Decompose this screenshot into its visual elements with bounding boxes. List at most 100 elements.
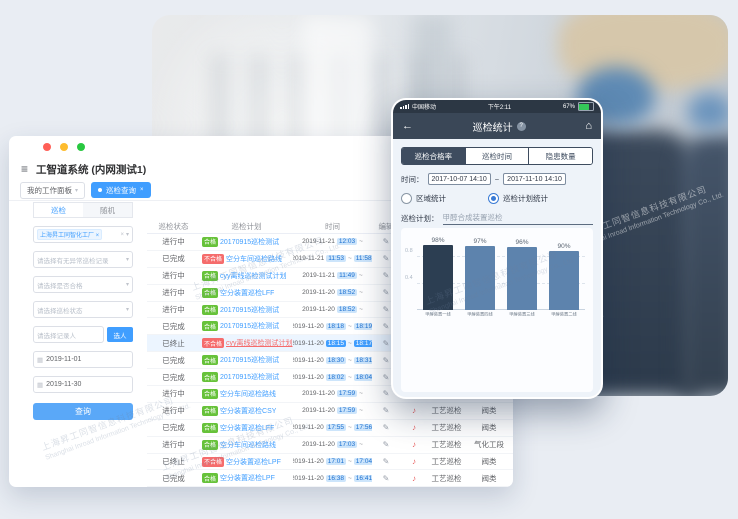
qualified-badge: 合格: [202, 270, 219, 281]
edit-icon[interactable]: ✎: [382, 440, 390, 450]
menu-icon[interactable]: ≡: [21, 162, 29, 176]
plan-link[interactable]: 空分装置巡检LPF: [226, 458, 281, 466]
record-cell[interactable]: ♪: [400, 474, 428, 483]
plan-link[interactable]: 20170915巡检测试: [220, 323, 280, 331]
plan-link[interactable]: 空分车间巡检路线: [220, 441, 277, 449]
edit-icon[interactable]: ✎: [382, 237, 390, 247]
sidebar-tab-inspection[interactable]: 巡检: [34, 203, 83, 217]
recorder-input[interactable]: 请选择记录人: [33, 326, 104, 343]
edit-icon[interactable]: ✎: [382, 355, 390, 365]
edit-icon[interactable]: ✎: [382, 406, 390, 416]
table-row[interactable]: 已完成 合格 空分装置巡检LFF 2019-11-20 17:55 ~17:56…: [147, 420, 513, 437]
voice-record-icon[interactable]: ♪: [412, 440, 416, 450]
home-icon[interactable]: ⌂: [585, 120, 592, 132]
edit-cell[interactable]: ✎: [372, 305, 400, 314]
edit-cell[interactable]: ✎: [372, 474, 400, 483]
sidebar-tab-random[interactable]: 随机: [83, 203, 132, 217]
org-tag[interactable]: 上海昇工同智化工厂 ×: [37, 229, 103, 240]
radio-巡检计划统计[interactable]: 巡检计划统计: [488, 193, 548, 204]
edit-icon[interactable]: ✎: [382, 423, 390, 433]
bar: [507, 246, 537, 310]
plan-value-field[interactable]: 甲醇合成装置巡检: [442, 212, 593, 225]
minimize-window-button[interactable]: [60, 143, 68, 151]
plan-link[interactable]: 20170915巡检测试: [220, 238, 280, 246]
edit-cell[interactable]: ✎: [372, 288, 400, 297]
plan-link[interactable]: 20170915巡检测试: [220, 374, 280, 382]
edit-cell[interactable]: ✎: [372, 423, 400, 432]
voice-record-icon[interactable]: ♪: [412, 423, 416, 433]
maximize-window-button[interactable]: [77, 143, 85, 151]
voice-record-icon[interactable]: ♪: [412, 457, 416, 467]
datetime-from-input[interactable]: 2017-10-07 14:10: [427, 173, 491, 185]
table-row[interactable]: 进行中 合格 空分装置巡检CSY 2019-11-20 17:59 ~ ✎ ♪ …: [147, 403, 513, 420]
filter-select[interactable]: 请选择巡检状态 ▾: [33, 301, 133, 318]
edit-cell[interactable]: ✎: [372, 254, 400, 263]
edit-cell[interactable]: ✎: [372, 339, 400, 348]
tab-inspection-query[interactable]: 巡检查询 ×: [91, 182, 151, 198]
range-separator: ~: [359, 390, 363, 398]
chart-bars: 98% 甲醇装置一线 97% 甲醇装置四线 96% 甲醇装置三线 90% 甲醇装…: [417, 234, 585, 318]
edit-cell[interactable]: ✎: [372, 440, 400, 449]
edit-cell[interactable]: ✎: [372, 406, 400, 415]
edit-icon[interactable]: ✎: [382, 254, 390, 264]
edit-icon[interactable]: ✎: [382, 389, 390, 399]
edit-icon[interactable]: ✎: [382, 473, 390, 483]
search-button[interactable]: 查询: [33, 403, 133, 420]
table-row[interactable]: 已终止 不合格 空分装置巡检LPF 2019-11-20 17:01 ~17:0…: [147, 454, 513, 471]
plan-link[interactable]: 空分装置巡检LPF: [220, 475, 275, 483]
radio-icon[interactable]: [401, 193, 412, 204]
edit-cell[interactable]: ✎: [372, 237, 400, 246]
edit-icon[interactable]: ✎: [382, 457, 390, 467]
filter-select[interactable]: 请选择有无异常巡检记录 ▾: [33, 251, 133, 268]
edit-icon[interactable]: ✎: [382, 305, 390, 314]
back-icon[interactable]: ←: [402, 120, 413, 132]
plan-link[interactable]: cyy离线巡检测试计划: [220, 272, 287, 280]
plan-link[interactable]: 空分装置巡检CSY: [220, 407, 277, 415]
close-window-button[interactable]: [43, 143, 51, 151]
edit-icon[interactable]: ✎: [382, 288, 390, 298]
pick-person-button[interactable]: 选人: [107, 327, 133, 342]
filter-select[interactable]: 请选择是否合格 ▾: [33, 276, 133, 293]
plan-link[interactable]: 空分车间巡检路线: [226, 255, 283, 263]
table-row[interactable]: 进行中 合格 空分车间巡检路线 2019-11-20 17:03 ~ ✎ ♪ 工…: [147, 437, 513, 454]
edit-icon[interactable]: ✎: [382, 321, 390, 331]
edit-cell[interactable]: ✎: [372, 271, 400, 280]
range-separator: ~: [359, 407, 363, 415]
record-cell[interactable]: ♪: [400, 457, 428, 466]
voice-record-icon[interactable]: ♪: [412, 406, 416, 416]
close-icon[interactable]: ×: [140, 187, 144, 193]
segment-隐患数量[interactable]: 隐患数量: [528, 148, 592, 164]
segment-巡检时间[interactable]: 巡检时间: [464, 148, 529, 164]
edit-cell[interactable]: ✎: [372, 389, 400, 398]
record-cell[interactable]: ♪: [400, 406, 428, 415]
edit-icon[interactable]: ✎: [382, 372, 390, 382]
plan-link[interactable]: cyy离线巡检测试计划: [226, 340, 293, 348]
voice-record-icon[interactable]: ♪: [412, 473, 416, 483]
plan-link[interactable]: 20170915巡检测试: [220, 306, 280, 314]
org-multiselect[interactable]: 上海昇工同智化工厂 × × ▾: [33, 226, 133, 243]
segment-巡检合格率[interactable]: 巡检合格率: [402, 148, 465, 164]
clear-icon[interactable]: ×: [120, 231, 124, 238]
start-time-pill: 18:02: [325, 373, 346, 381]
edit-cell[interactable]: ✎: [372, 457, 400, 466]
record-cell[interactable]: ♪: [400, 423, 428, 432]
datetime-to-input[interactable]: 2017-11-10 14:10: [503, 173, 566, 185]
radio-icon[interactable]: [488, 193, 499, 204]
tab-workspace[interactable]: 我的工作面板 ▾: [20, 181, 86, 199]
help-icon[interactable]: ?: [516, 121, 526, 131]
edit-cell[interactable]: ✎: [372, 373, 400, 382]
radio-区域统计[interactable]: 区域统计: [401, 193, 446, 204]
date-from-input[interactable]: ▦ 2019-11-01: [33, 351, 133, 368]
plan-link[interactable]: 空分装置巡检LFF: [220, 289, 275, 297]
edit-icon[interactable]: ✎: [382, 271, 390, 281]
edit-icon[interactable]: ✎: [382, 338, 390, 348]
plan-link[interactable]: 20170915巡检测试: [220, 357, 280, 365]
plan-link[interactable]: 空分装置巡检LFF: [220, 424, 275, 432]
edit-cell[interactable]: ✎: [372, 356, 400, 365]
edit-cell[interactable]: ✎: [372, 322, 400, 331]
date-text: 2019-11-20: [293, 474, 324, 482]
table-row[interactable]: 已完成 合格 空分装置巡检LPF 2019-11-20 16:38 ~16:41…: [147, 470, 513, 487]
record-cell[interactable]: ♪: [400, 440, 428, 449]
date-to-input[interactable]: ▦ 2019-11-30: [33, 376, 133, 393]
plan-link[interactable]: 空分车间巡检路线: [220, 390, 277, 398]
